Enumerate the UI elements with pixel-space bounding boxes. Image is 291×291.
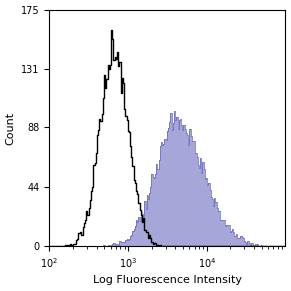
Y-axis label: Count: Count	[6, 111, 15, 145]
X-axis label: Log Fluorescence Intensity: Log Fluorescence Intensity	[93, 276, 242, 285]
